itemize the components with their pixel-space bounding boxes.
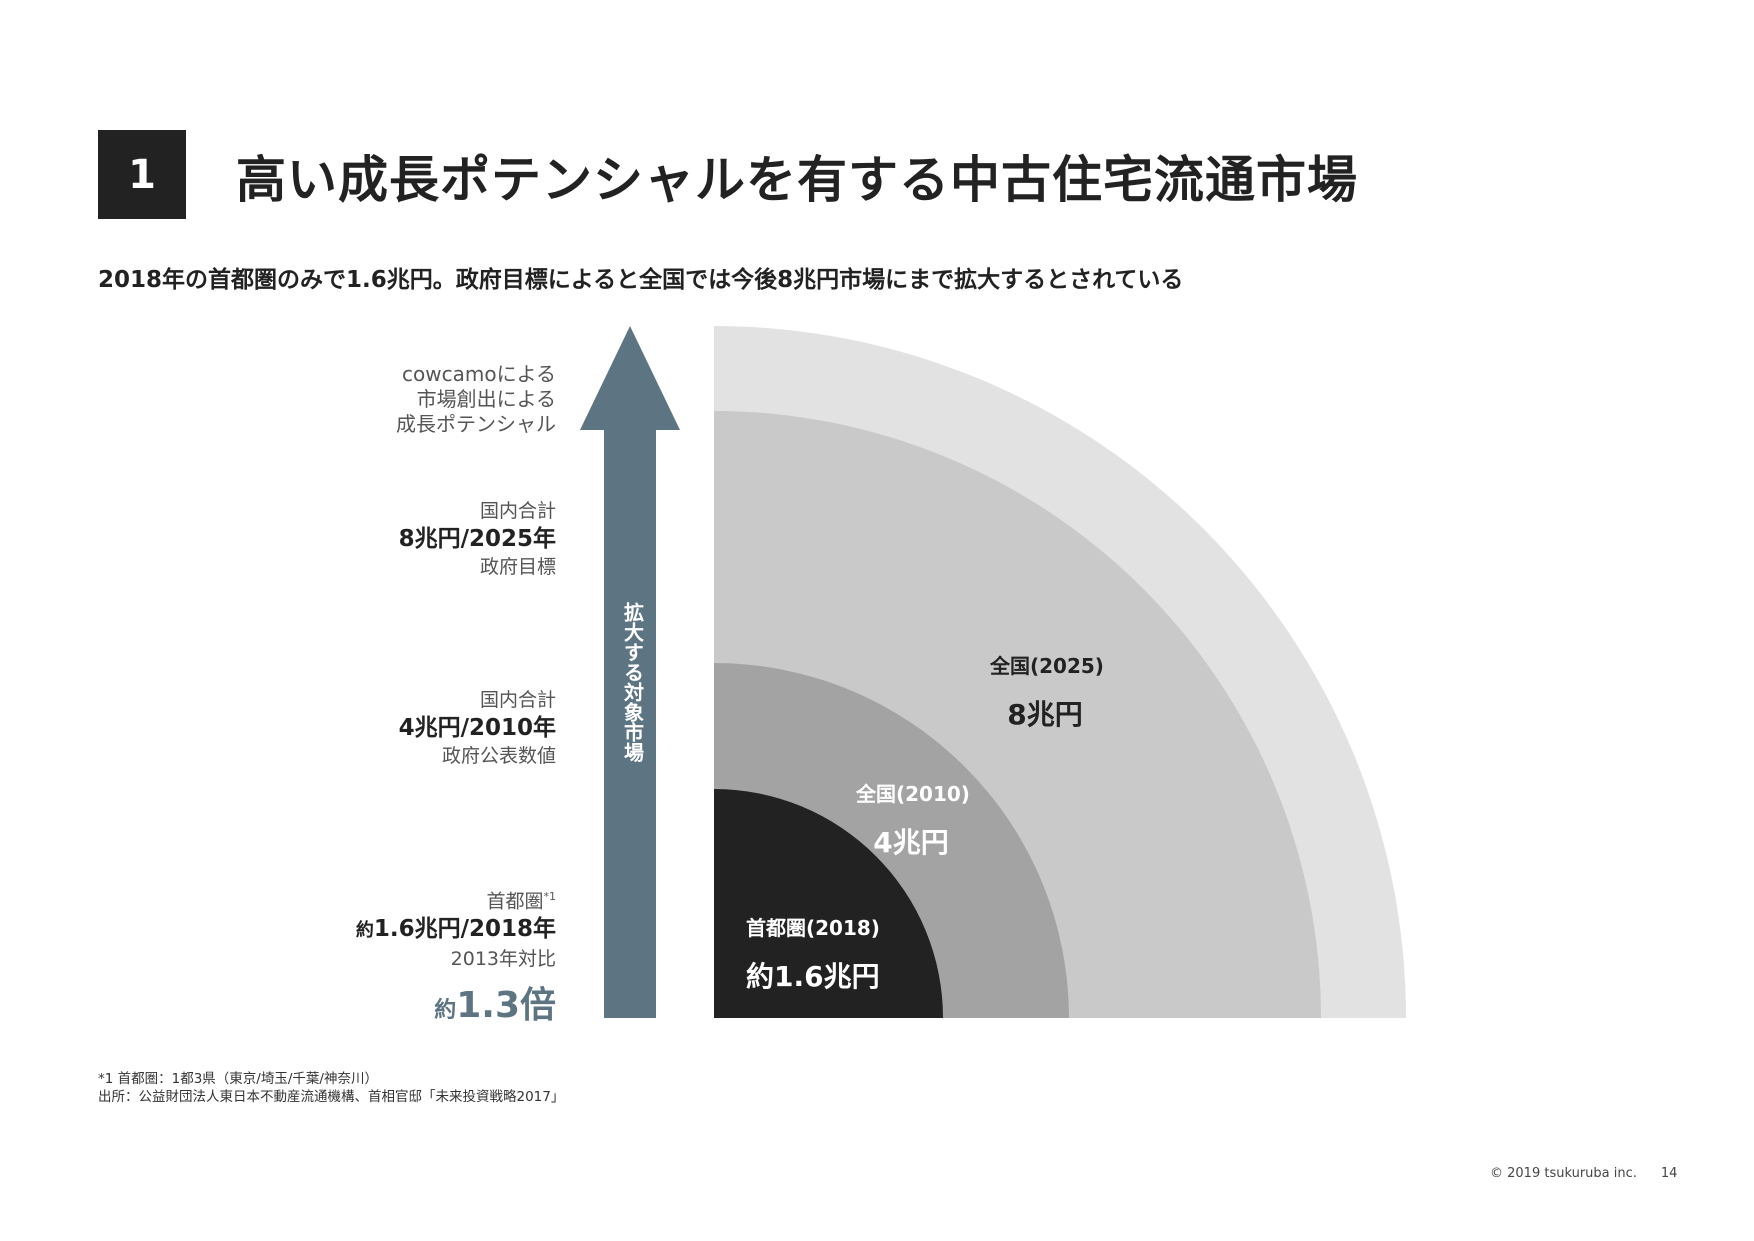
ring-value-2018: 約1.6兆円 (746, 960, 880, 993)
label-potential: cowcamoによる 市場創出による 成長ポテンシャル (396, 362, 556, 437)
footer: © 2019 tsukuruba inc. 14 (1490, 1166, 1677, 1181)
potential-line-1: cowcamoによる (402, 362, 556, 386)
footnote-source: 出所：公益財団法人東日本不動産流通機構、首相官邸「未来投資戦略2017」 (98, 1089, 565, 1105)
metro-2018-main: 1.6兆円/2018年 (373, 916, 556, 943)
metro-2018-prefix: 約 (355, 920, 374, 942)
national-2025-main: 8兆円/2025年 (398, 526, 556, 552)
ring-label-national-2010: 全国(2010) 4兆円 (856, 778, 970, 861)
label-metro-2018: 首都圏*1 約1.6兆円/2018年 2013年対比 (356, 884, 556, 972)
label-national-2010: 国内合計 4兆円/2010年 政府公表数値 (399, 687, 556, 769)
growth-ratio-prefix: 約 (434, 998, 457, 1023)
metro-2018-bottom: 2013年対比 (450, 948, 556, 971)
national-2010-top: 国内合計 (479, 689, 556, 711)
page-subtitle: 2018年の首都圏のみで1.6兆円。政府目標によると全国では今後8兆円市場にまで… (98, 267, 1184, 293)
footnote-marker: *1 (543, 890, 557, 903)
arrow-label-text: 拡大する対象市場 (620, 602, 645, 762)
national-2010-main: 4兆円/2010年 (398, 715, 556, 741)
ring-name-2025: 全国(2025) (990, 654, 1104, 678)
ring-label-metro-2018: 首都圏(2018) 約1.6兆円 (746, 912, 880, 995)
ring-label-national-2025: 全国(2025) 8兆円 (990, 650, 1104, 733)
ring-name-2010: 全国(2010) (856, 782, 970, 806)
metro-2018-top-text: 首都圏 (486, 890, 544, 913)
footnote-1: *1 首都圏：1都3県（東京/埼玉/千葉/神奈川） (98, 1071, 378, 1087)
metro-2018-main-line: 約1.6兆円/2018年 (356, 914, 556, 946)
ring-name-2018: 首都圏(2018) (746, 916, 880, 940)
metro-2018-top: 首都圏*1 (356, 884, 556, 914)
label-national-2025: 国内合計 8兆円/2025年 政府目標 (399, 498, 556, 580)
national-2025-bottom: 政府目標 (479, 556, 556, 578)
growth-ratio: 約1.3倍 (434, 976, 556, 1028)
national-2025-top: 国内合計 (479, 500, 556, 522)
growth-ratio-value: 1.3倍 (456, 985, 556, 1026)
national-2010-bottom: 政府公表数値 (441, 745, 556, 767)
footnotes: *1 首都圏：1都3県（東京/埼玉/千葉/神奈川） 出所：公益財団法人東日本不動… (98, 1070, 564, 1106)
potential-line-3: 成長ポテンシャル (396, 412, 556, 436)
copyright: © 2019 tsukuruba inc. (1490, 1166, 1637, 1181)
ring-metro-2018 (714, 789, 943, 1018)
page-number: 14 (1660, 1166, 1678, 1181)
ring-value-2025: 8兆円 (1007, 698, 1083, 731)
section-number-badge: 1 (98, 130, 186, 219)
growth-arrow (580, 326, 680, 1018)
ring-value-2010: 4兆円 (873, 826, 949, 859)
arrow-label: 拡大する対象市場 (612, 602, 652, 768)
page-title: 高い成長ポテンシャルを有する中古住宅流通市場 (236, 151, 1358, 209)
potential-line-2: 市場創出による (416, 387, 556, 411)
